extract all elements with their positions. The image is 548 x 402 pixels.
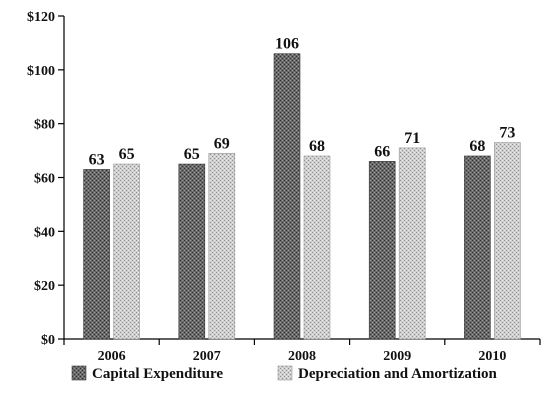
data-label: 65 xyxy=(119,146,135,163)
bar xyxy=(303,155,331,340)
y-tick-label: $20 xyxy=(34,279,55,294)
bar xyxy=(398,147,426,340)
bar xyxy=(113,163,140,340)
legend-label: Depreciation and Amortization xyxy=(298,366,498,382)
data-label: 73 xyxy=(499,125,515,142)
y-tick-label: $80 xyxy=(34,118,55,133)
x-tick-label: 2008 xyxy=(288,349,316,364)
data-label: 65 xyxy=(184,146,200,163)
bar xyxy=(494,142,521,340)
legend-label: Capital Expenditure xyxy=(92,366,223,382)
x-tick-label: 2007 xyxy=(193,349,221,364)
data-label: 69 xyxy=(214,135,230,152)
x-tick-label: 2009 xyxy=(383,349,411,364)
data-label: 68 xyxy=(469,138,485,155)
y-tick-label: $100 xyxy=(27,64,55,79)
x-tick-label: 2006 xyxy=(98,349,126,364)
bar xyxy=(464,155,491,340)
y-tick-label: $60 xyxy=(34,172,55,187)
data-label: 63 xyxy=(89,151,105,168)
y-tick-label: $40 xyxy=(34,225,55,240)
data-label: 68 xyxy=(309,138,325,155)
legend-swatch xyxy=(71,365,87,381)
y-tick-label: $0 xyxy=(41,333,55,348)
legend-swatch xyxy=(277,365,293,381)
x-tick-label: 2010 xyxy=(478,349,506,364)
bar xyxy=(178,163,206,340)
bar xyxy=(368,161,396,340)
bar xyxy=(83,169,110,340)
y-tick-label: $120 xyxy=(27,10,55,25)
bar xyxy=(208,152,236,340)
data-label: 106 xyxy=(275,36,299,53)
bar xyxy=(273,53,301,340)
data-label: 66 xyxy=(374,143,390,160)
data-label: 71 xyxy=(404,130,420,147)
